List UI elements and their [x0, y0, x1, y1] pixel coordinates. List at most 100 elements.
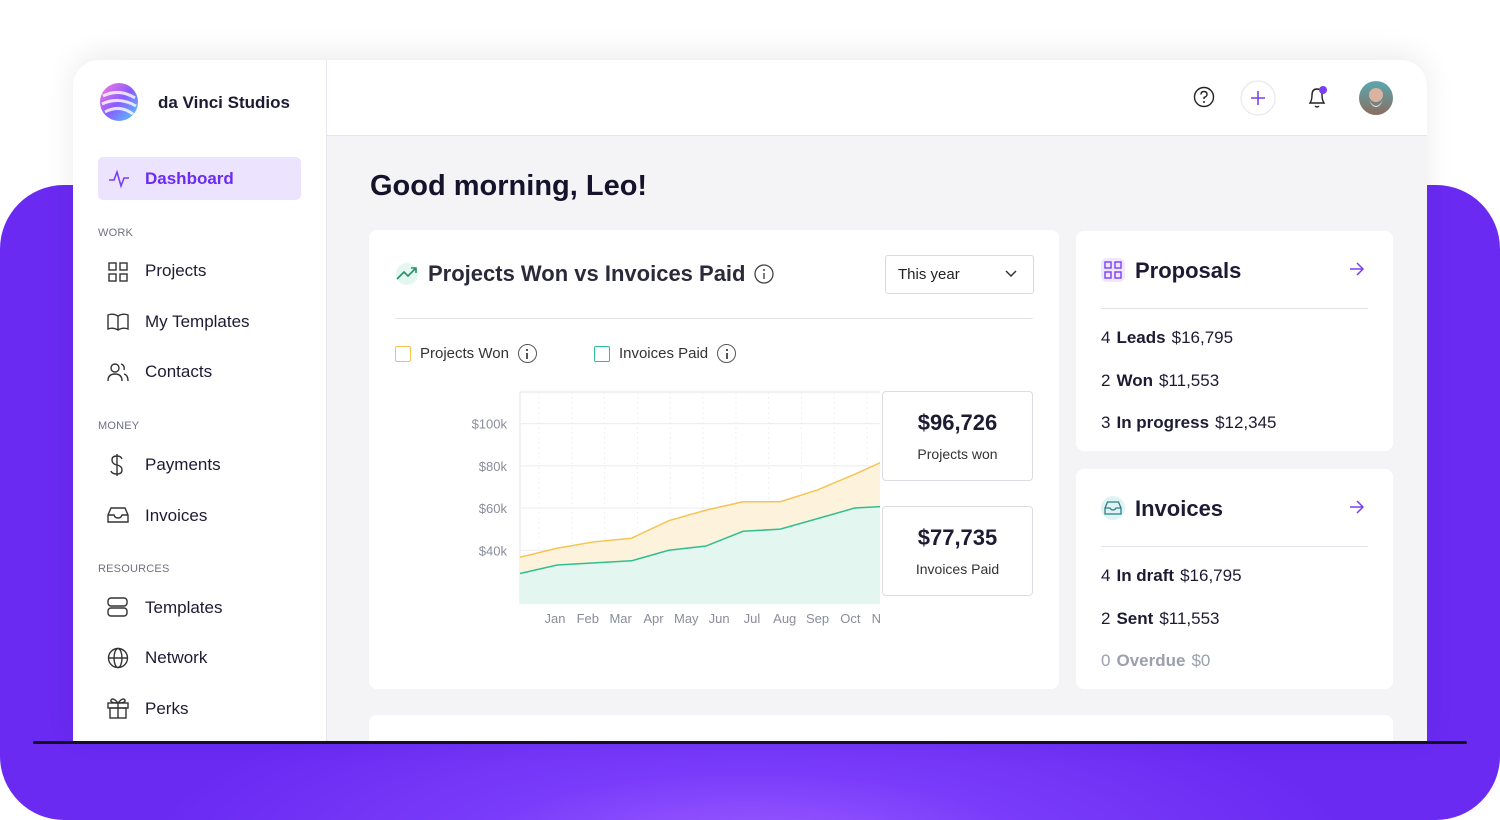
row-amount: $16,795: [1180, 566, 1242, 585]
nav-item-active[interactable]: Dashboard: [98, 157, 301, 200]
icon: [1101, 258, 1125, 282]
info-icon[interactable]: [717, 344, 737, 363]
chevron: [1005, 270, 1017, 278]
icon: [1101, 496, 1125, 520]
y-tick-label: $40k: [479, 543, 508, 558]
icon: [396, 263, 418, 285]
nav-item[interactable]: Perks: [145, 699, 189, 718]
open-arrow[interactable]: [1349, 500, 1365, 514]
nav-item[interactable]: Payments: [145, 455, 221, 474]
add-button[interactable]: [1240, 80, 1276, 116]
summary-row: 2 Sent $11,553: [1101, 609, 1220, 629]
period-dropdown[interactable]: This year: [885, 255, 1034, 294]
summary-row: 0 Overdue $0: [1101, 651, 1210, 671]
row-count: 3: [1101, 413, 1111, 432]
summary-row: 4 Leads $16,795: [1101, 328, 1233, 348]
info-bar: [725, 353, 728, 359]
row-amount: $12,345: [1215, 413, 1277, 432]
stat-box: $96,726 Projects won: [882, 391, 1033, 481]
row-label: Won: [1116, 370, 1153, 390]
divider: [395, 318, 1033, 319]
icon: [107, 698, 129, 719]
nav-item[interactable]: Contacts: [145, 362, 213, 381]
y-tick-label: $100k: [472, 417, 508, 432]
x-tick-label: Feb: [577, 611, 599, 626]
divider: [1101, 546, 1368, 547]
area: [520, 506, 880, 603]
info-icon[interactable]: [517, 344, 537, 363]
x-tick-label: Jun: [709, 611, 730, 626]
icon: [108, 262, 128, 282]
x-tick-label: Mar: [609, 611, 632, 626]
row-amount: $11,553: [1159, 608, 1220, 628]
row-label: Leads: [1116, 328, 1166, 347]
x-tick-label: Aug: [773, 611, 796, 626]
divider: [1101, 308, 1368, 309]
greeting: Good morning, Leo!: [370, 170, 648, 202]
chart: $40k $60k $80k $100k Jan Feb Mar Apr May Jun Jul Au…: [472, 391, 880, 626]
invoices-card: Invoices 4 In draft $16,795 2 Sent $11,553 0 Ov…: [1076, 469, 1393, 689]
brand-name: da Vinci Studios: [158, 93, 290, 112]
icon: [107, 363, 129, 382]
row-amount: $11,553: [1158, 370, 1220, 390]
icon: [107, 313, 129, 331]
card-title: Proposals: [1135, 258, 1242, 283]
nav-item[interactable]: Projects: [145, 261, 207, 280]
summary-row: 4 In draft $16,795: [1101, 566, 1242, 586]
x-tick-label: Nov: [872, 611, 880, 626]
row-label: Overdue: [1116, 651, 1186, 670]
y-tick-label: $80k: [479, 459, 508, 474]
open-arrow[interactable]: [1349, 262, 1365, 276]
nav-item[interactable]: Templates: [145, 598, 223, 617]
info-icon[interactable]: [754, 264, 775, 285]
row-count: 0: [1101, 651, 1111, 670]
icon: [107, 597, 128, 617]
row-count: 4: [1101, 566, 1111, 585]
nav-label: Dashboard: [145, 169, 234, 188]
row-count: 2: [1101, 608, 1111, 628]
y-tick-label: $60k: [479, 501, 508, 516]
nav-item[interactable]: Invoices: [145, 506, 208, 525]
notifications-button[interactable]: [1306, 85, 1330, 111]
x-tick-label: Oct: [840, 611, 861, 626]
help-button[interactable]: [1193, 86, 1215, 108]
device-base: [33, 741, 1467, 744]
row-count: 2: [1101, 370, 1111, 390]
x-tick-label: Apr: [643, 611, 664, 626]
icon: [107, 647, 129, 669]
legend: Projects Won Invoices Paid: [395, 344, 795, 365]
logo: [100, 83, 138, 121]
section-heading: WORK: [98, 227, 134, 239]
info-bar: [526, 353, 529, 359]
sidebar: da Vinci Studios Dashboard WORK Projects…: [73, 60, 327, 742]
legend-swatch: [593, 346, 610, 362]
stat-value: $77,735: [917, 525, 998, 550]
avatar[interactable]: [1358, 80, 1394, 116]
next-card: [369, 715, 1393, 742]
row-label: In draft: [1116, 566, 1175, 585]
nav-item[interactable]: Network: [145, 648, 208, 667]
topbar: [327, 60, 1427, 136]
legend-label: Projects Won: [420, 345, 509, 362]
x-tick-label: May: [674, 611, 699, 626]
stat-label: Invoices Paid: [915, 561, 1000, 577]
stat-box: $77,735 Invoices Paid: [882, 506, 1033, 596]
x-tick-label: Jul: [744, 611, 761, 626]
nav-item[interactable]: My Templates: [145, 312, 250, 331]
info-dot: [526, 349, 529, 351]
app-window: da Vinci Studios Dashboard WORK Projects…: [73, 60, 1427, 742]
icon: [110, 454, 123, 476]
legend-label: Invoices Paid: [618, 345, 709, 362]
section-heading: MONEY: [98, 420, 140, 432]
row-label: In progress: [1116, 413, 1210, 432]
dropdown-label: This year: [898, 266, 960, 283]
info-dot: [725, 349, 728, 351]
row-count: 4: [1101, 328, 1111, 347]
row-amount: $16,795: [1171, 328, 1234, 347]
row-amount: $0: [1191, 651, 1211, 670]
legend-swatch: [395, 346, 411, 362]
summary-row: 3 In progress $12,345: [1101, 413, 1277, 433]
x-tick-label: Sep: [806, 611, 829, 626]
icon: [109, 169, 129, 189]
